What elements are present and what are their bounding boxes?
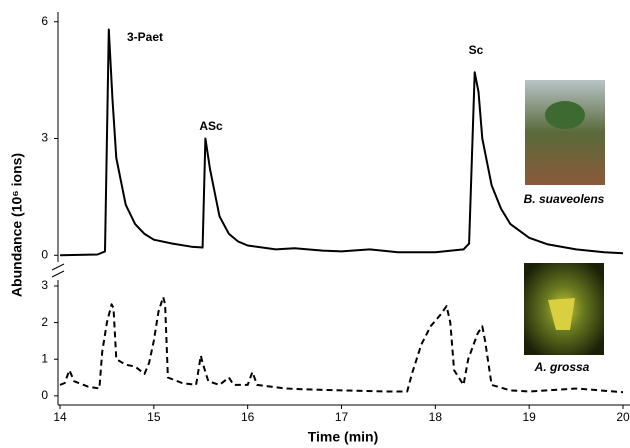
x-tick-label: 20 [616, 410, 630, 424]
x-tick-label: 17 [335, 410, 349, 424]
x-tick-label: 18 [429, 410, 443, 424]
y-tick-label: 3 [41, 131, 48, 145]
x-axis-title: Time (min) [308, 429, 379, 445]
x-tick-label: 14 [53, 410, 67, 424]
insect [548, 298, 575, 330]
annotation: A. grossa [534, 360, 590, 374]
x-tick-label: 15 [147, 410, 161, 424]
axis-break [51, 270, 65, 278]
y-tick-label: 0 [41, 247, 48, 261]
x-tick-label: 19 [522, 410, 536, 424]
plant-photo [525, 80, 605, 185]
series-line [59, 28, 624, 257]
y-tick-label: 2 [41, 315, 48, 329]
x-tick-label: 16 [241, 410, 255, 424]
annotation: ASc [199, 119, 223, 133]
leaf [545, 101, 585, 129]
series-line [59, 296, 624, 394]
y-tick-label: 6 [41, 14, 48, 28]
y-tick-label: 0 [41, 388, 48, 402]
annotation: B. suaveolens [524, 192, 605, 206]
axis-break [51, 263, 65, 271]
annotation: 3-Paet [127, 30, 163, 44]
y-tick-label: 3 [41, 278, 48, 292]
y-axis-title: Abundance (10⁶ ions) [9, 153, 25, 297]
annotation: Sc [469, 43, 484, 57]
y-tick-label: 1 [41, 351, 48, 365]
